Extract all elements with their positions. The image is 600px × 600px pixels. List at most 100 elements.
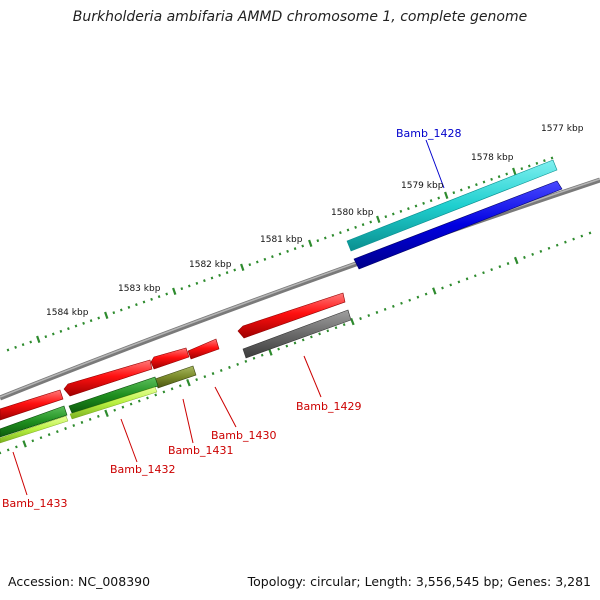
outer-scale-minor-tick (475, 183, 478, 187)
inner-scale-minor-tick (211, 372, 215, 376)
gene-label-bamb-1430[interactable]: Bamb_1430 (211, 429, 276, 442)
inner-scale-minor-tick (285, 344, 289, 348)
inner-scale-minor-tick (39, 436, 43, 440)
outer-scale-minor-tick (150, 297, 153, 301)
outer-scale-minor-tick (127, 305, 131, 309)
outer-scale-minor-tick (218, 273, 221, 277)
outer-scale-minor-tick (195, 281, 199, 285)
inner-scale-major-tick (186, 379, 191, 387)
outer-scale-minor-tick (278, 252, 282, 256)
outer-scale-minor-tick (44, 335, 48, 339)
outer-scale-major-tick (512, 167, 517, 175)
outer-scale-major-tick (172, 287, 177, 295)
inner-scale-minor-tick (260, 353, 264, 357)
outer-scale-minor-tick (535, 161, 539, 165)
gene-feature-bamb-1430[interactable] (187, 338, 220, 360)
inner-scale-minor-tick (318, 332, 321, 336)
outer-scale-minor-tick (157, 295, 161, 299)
outer-scale-minor-tick (301, 244, 305, 248)
chromosome-backbone (0, 177, 600, 401)
outer-scale-minor-tick (459, 188, 463, 192)
inner-scale-minor-tick (228, 365, 231, 369)
outer-scale-minor-tick (369, 220, 373, 224)
outer-scale-major-tick (104, 311, 109, 319)
inner-scale-major-tick (104, 409, 109, 417)
outer-scale-minor-tick (316, 239, 320, 243)
inner-scale-major-tick (513, 256, 519, 265)
outer-scale-minor-tick (414, 204, 418, 208)
leader-line-bamb-1431 (182, 398, 194, 444)
outer-scale-minor-tick (29, 340, 33, 344)
genome-summary-text: Topology: circular; Length: 3,556,545 bp… (247, 574, 591, 589)
inner-scale-minor-tick (580, 234, 584, 238)
outer-scale-minor-tick (361, 223, 365, 227)
outer-scale-minor-tick (331, 233, 335, 237)
gene-feature-green-left[interactable] (0, 405, 68, 438)
inner-scale-minor-tick (244, 359, 248, 363)
outer-scale-minor-tick (165, 292, 169, 296)
gene-feature-gray[interactable] (242, 309, 352, 359)
leader-line-bamb-1428 (425, 139, 445, 189)
gene-feature-bamb-1429[interactable] (237, 292, 346, 339)
gene-label-bamb-1431[interactable]: Bamb_1431 (168, 444, 233, 457)
gene-feature-bamb-1433[interactable] (0, 389, 64, 421)
outer-scale-minor-tick (429, 199, 433, 203)
gene-label-bamb-1428[interactable]: Bamb_1428 (396, 127, 461, 140)
gene-feature-green-mid[interactable] (68, 376, 159, 414)
gene-feature-bamb-1431[interactable] (150, 347, 190, 370)
inner-scale-minor-tick (424, 292, 428, 296)
leader-line-bamb-1429 (303, 355, 322, 398)
inner-scale-minor-tick (31, 439, 35, 443)
inner-scale-minor-tick (342, 323, 346, 327)
inner-scale-minor-tick (129, 402, 133, 406)
inner-scale-minor-tick (391, 304, 395, 308)
outer-scale-minor-tick (271, 255, 274, 259)
inner-scale-minor-tick (146, 396, 149, 400)
gene-label-bamb-1433[interactable]: Bamb_1433 (2, 497, 67, 510)
outer-scale-minor-tick (527, 164, 531, 168)
gene-feature-bamb-1428[interactable] (353, 180, 563, 270)
outer-scale-minor-tick (550, 156, 554, 160)
gene-label-bamb-1432[interactable]: Bamb_1432 (110, 463, 175, 476)
outer-scale-major-tick (36, 335, 41, 343)
inner-scale-minor-tick (539, 249, 543, 253)
outer-scale-minor-tick (74, 324, 78, 328)
outer-scale-minor-tick (233, 268, 237, 272)
inner-scale-minor-tick (572, 237, 575, 241)
inner-scale-minor-tick (588, 231, 592, 235)
inner-scale-minor-tick (203, 375, 207, 379)
inner-scale-minor-tick (55, 430, 59, 434)
gene-feature-bamb-1432[interactable] (63, 359, 153, 397)
outer-scale-minor-tick (82, 321, 85, 325)
outer-scale-minor-tick (51, 332, 55, 336)
inner-scale-major-tick (432, 287, 437, 295)
inner-scale-minor-tick (383, 307, 387, 311)
scale-label-1584: 1584 kbp (46, 308, 89, 318)
inner-scale-minor-tick (277, 347, 280, 351)
scale-label-1581: 1581 kbp (260, 235, 303, 245)
outer-scale-minor-tick (422, 201, 425, 205)
outer-scale-minor-tick (346, 228, 350, 232)
outer-scale-minor-tick (263, 257, 267, 261)
inner-scale-minor-tick (564, 240, 567, 244)
outer-scale-minor-tick (210, 276, 214, 280)
outer-scale-minor-tick (437, 196, 441, 200)
gene-label-bamb-1429[interactable]: Bamb_1429 (296, 400, 361, 413)
inner-scale-minor-tick (178, 384, 182, 388)
inner-scale-minor-tick (236, 362, 240, 366)
gene-feature-cyan[interactable] (346, 159, 558, 252)
outer-scale-minor-tick (505, 172, 509, 176)
inner-scale-minor-tick (6, 448, 10, 452)
gene-feature-lime-mid[interactable] (69, 386, 158, 420)
scale-label-1583: 1583 kbp (118, 284, 161, 294)
scale-label-1577: 1577 kbp (541, 124, 584, 134)
gene-feature-lime-left[interactable] (0, 415, 69, 444)
inner-scale-major-tick (350, 317, 355, 326)
outer-scale-minor-tick (187, 284, 191, 288)
leader-line-bamb-1430 (214, 386, 237, 428)
inner-scale-minor-tick (252, 356, 256, 360)
inner-scale-minor-tick (113, 408, 117, 412)
inner-scale-minor-tick (195, 378, 199, 382)
outer-scale-minor-tick (407, 207, 410, 211)
